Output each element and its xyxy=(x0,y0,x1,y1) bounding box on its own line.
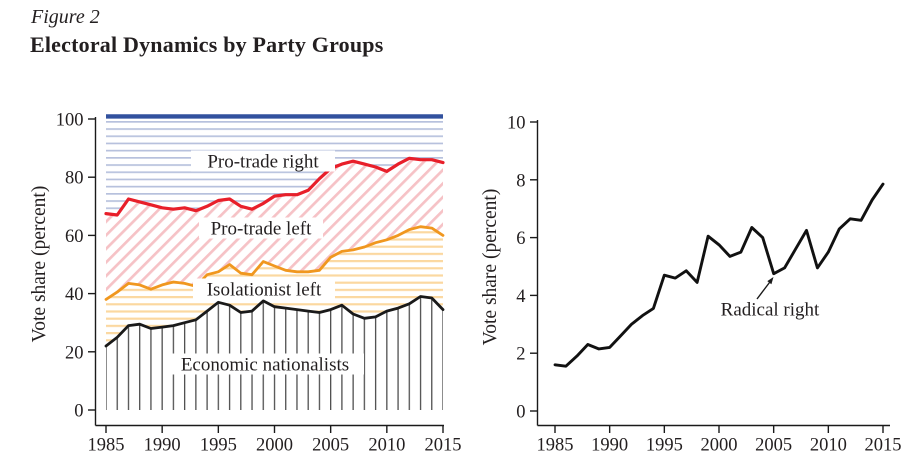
x-tick-label: 1985 xyxy=(537,436,574,456)
x-tick-label: 1990 xyxy=(144,436,181,456)
y-tick-label: 40 xyxy=(65,285,84,305)
figure-label: Figure 2 xyxy=(31,6,100,28)
y-tick-label: 60 xyxy=(65,227,84,247)
y-tick-label: 0 xyxy=(516,403,525,423)
region-label-isolationist-left: Isolationist left xyxy=(207,280,322,301)
x-tick-label: 2015 xyxy=(864,436,901,456)
y-tick-label: 10 xyxy=(507,114,526,134)
x-tick-label: 2010 xyxy=(810,436,847,456)
region-label-economic-nationalists: Economic nationalists xyxy=(181,355,349,376)
x-tick-label: 2005 xyxy=(312,436,349,456)
x-tick-label: 2000 xyxy=(256,436,293,456)
region-label-bg xyxy=(191,150,335,172)
y-tick-label: 6 xyxy=(516,229,525,249)
x-tick-label: 2015 xyxy=(424,436,461,456)
x-tick-label: 2010 xyxy=(368,436,405,456)
region-label-bg xyxy=(193,278,335,300)
region-economic-nationalists xyxy=(106,296,443,410)
x-tick-label: 1995 xyxy=(646,436,683,456)
radical-right-chart: 0 2 4 6 8 10 1985 1990 1995 2000 2005 2010 2015 Vote … xyxy=(480,114,901,456)
line-economic-nationalists xyxy=(104,295,445,348)
y-tick-label: 20 xyxy=(65,343,84,363)
party-groups-chart: Economic nationalists Isolationist left Pr… xyxy=(29,111,461,456)
line-pro-trade-left xyxy=(104,156,445,217)
annotation-arrowhead xyxy=(767,277,774,285)
y-tick-label: 2 xyxy=(516,345,525,365)
annotation-radical-right: Radical right xyxy=(721,300,820,321)
y-tick-label: 0 xyxy=(74,402,83,422)
region-label-bg xyxy=(166,353,364,375)
y-tick-label: 8 xyxy=(516,171,525,191)
region-label-pro-trade-left: Pro-trade left xyxy=(211,219,312,240)
y-axis-title: Vote share (percent) xyxy=(29,186,50,343)
figure-title: Electoral Dynamics by Party Groups xyxy=(30,32,384,57)
x-tick-label: 1995 xyxy=(200,436,237,456)
x-tick-label: 1985 xyxy=(88,436,125,456)
x-tick-label: 1990 xyxy=(591,436,628,456)
annotation-arrow xyxy=(756,282,771,300)
region-label-pro-trade-right: Pro-trade right xyxy=(207,152,319,173)
y-axis-title: Vote share (percent) xyxy=(480,189,501,346)
y-tick-label: 100 xyxy=(56,111,84,131)
x-tick-label: 2000 xyxy=(700,436,737,456)
y-tick-label: 4 xyxy=(516,287,525,307)
y-tick-label: 80 xyxy=(65,169,84,189)
region-label-bg xyxy=(199,217,323,239)
x-tick-label: 2005 xyxy=(755,436,792,456)
line-isolationist-left xyxy=(104,225,445,301)
line-radical-right xyxy=(553,182,885,368)
